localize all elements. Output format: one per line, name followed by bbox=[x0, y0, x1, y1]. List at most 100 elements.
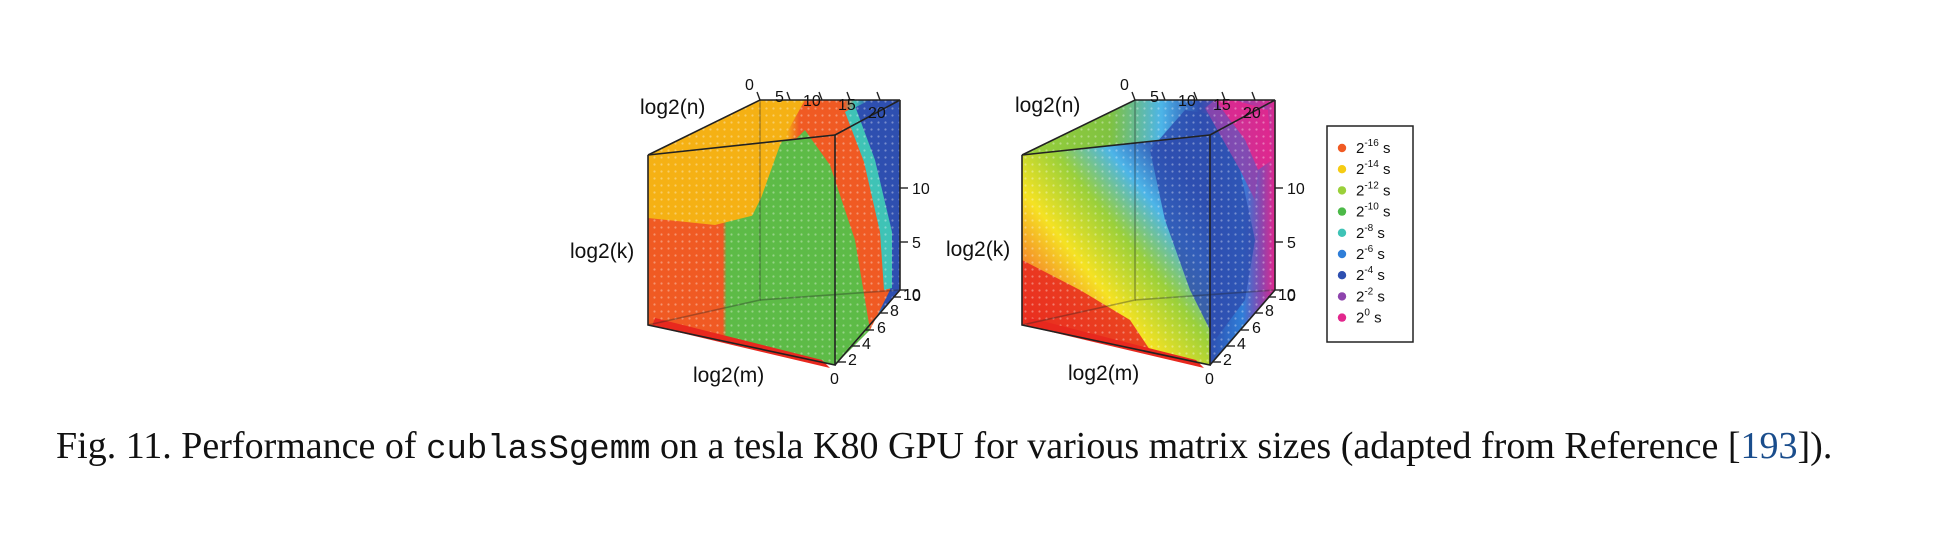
right-m-tick: 2 bbox=[1223, 352, 1232, 369]
right-m-ticks: 10 8 6 4 2 0 bbox=[1205, 287, 1296, 388]
right-cube-panel: log2(n) log2(k) log2(m) 0 5 10 15 20 10 … bbox=[946, 77, 1305, 388]
legend-unit: s bbox=[1379, 182, 1391, 199]
left-n-axis-label: log2(n) bbox=[640, 96, 705, 119]
legend-unit: s bbox=[1373, 288, 1385, 305]
left-m-ticks: 10 8 6 4 2 0 bbox=[830, 287, 921, 388]
legend-unit: s bbox=[1379, 161, 1391, 178]
legend-exponent: -4 bbox=[1364, 265, 1373, 276]
left-cube-base-strip bbox=[652, 318, 830, 368]
legend-exponent: -2 bbox=[1364, 286, 1373, 297]
left-m-axis-label-text: log2(m) bbox=[693, 364, 764, 387]
legend-exponent: -8 bbox=[1364, 223, 1373, 234]
legend-exponent: -12 bbox=[1364, 180, 1379, 191]
legend-label: 2-10 s bbox=[1356, 202, 1390, 221]
left-n-ticks: 0 5 10 15 20 bbox=[745, 77, 886, 122]
left-m-tick: 0 bbox=[830, 371, 839, 388]
legend-label: 2-14 s bbox=[1356, 159, 1390, 178]
right-k-tick: 10 bbox=[1287, 181, 1305, 198]
left-cube-wireframe bbox=[647, 99, 901, 366]
legend-label: 20 s bbox=[1356, 308, 1382, 327]
right-m-tick: 0 bbox=[1205, 371, 1214, 388]
legend-exponent: 0 bbox=[1364, 308, 1370, 319]
legend-unit: s bbox=[1373, 225, 1385, 242]
left-k-axis-label: log2(k) bbox=[570, 240, 634, 263]
left-n-tick: 0 bbox=[745, 77, 754, 94]
legend-base: 2 bbox=[1356, 204, 1364, 221]
left-m-axis-label: log2(m) bbox=[693, 364, 764, 387]
left-n-tick: 5 bbox=[775, 89, 784, 106]
right-n-tick: 20 bbox=[1243, 105, 1261, 122]
left-k-tick: 10 bbox=[912, 181, 930, 198]
legend-base: 2 bbox=[1356, 310, 1364, 327]
right-n-tick: 0 bbox=[1120, 77, 1129, 94]
right-m-tick: 4 bbox=[1237, 336, 1246, 353]
legend-base: 2 bbox=[1356, 246, 1364, 263]
caption-text-end: ]). bbox=[1797, 425, 1833, 467]
legend-marker bbox=[1337, 249, 1347, 259]
legend-unit: s bbox=[1379, 140, 1391, 157]
right-cube-wireframe bbox=[1021, 99, 1276, 366]
right-m-axis-label-text: log2(m) bbox=[1068, 362, 1139, 385]
left-m-tick: 4 bbox=[862, 336, 871, 353]
legend-label: 2-12 s bbox=[1356, 180, 1390, 199]
legend-label: 2-6 s bbox=[1356, 244, 1385, 263]
legend-unit: s bbox=[1373, 246, 1385, 263]
caption-code: cublasSgemm bbox=[426, 431, 651, 469]
legend-exponent: -6 bbox=[1364, 244, 1373, 255]
right-n-tick: 10 bbox=[1178, 93, 1196, 110]
legend-base: 2 bbox=[1356, 182, 1364, 199]
legend-base: 2 bbox=[1356, 267, 1364, 284]
left-cube-panel: log2(n) log2(k) log2(m) 0 5 10 15 20 10 … bbox=[570, 77, 930, 388]
legend-label: 2-8 s bbox=[1356, 223, 1385, 242]
legend-label: 2-16 s bbox=[1356, 138, 1390, 157]
legend-unit: s bbox=[1373, 267, 1385, 284]
legend: 2-16 s2-14 s2-12 s2-10 s2-8 s2-6 s2-4 s2… bbox=[1326, 125, 1414, 343]
legend-unit: s bbox=[1379, 204, 1391, 221]
legend-base: 2 bbox=[1356, 225, 1364, 242]
right-n-axis-label: log2(n) bbox=[1015, 94, 1080, 117]
left-cube-tick-marks bbox=[756, 91, 908, 363]
legend-items: 2-16 s2-14 s2-12 s2-10 s2-8 s2-6 s2-4 s2… bbox=[1337, 138, 1390, 327]
figure-graphic: log2(n) log2(k) log2(m) 0 5 10 15 20 10 … bbox=[570, 77, 1414, 388]
legend-exponent: -14 bbox=[1364, 159, 1379, 170]
legend-marker bbox=[1337, 186, 1347, 195]
legend-base: 2 bbox=[1356, 288, 1364, 305]
right-k-tick: 0 bbox=[1287, 288, 1296, 305]
right-m-tick: 6 bbox=[1252, 320, 1261, 337]
legend-label: 2-4 s bbox=[1356, 265, 1385, 284]
legend-marker bbox=[1337, 313, 1347, 322]
right-m-tick: 8 bbox=[1265, 303, 1274, 320]
right-k-ticks: 10 5 0 bbox=[1287, 181, 1305, 305]
left-k-ticks: 10 5 0 bbox=[912, 181, 930, 305]
right-m-axis-label: log2(m) bbox=[1068, 362, 1139, 385]
left-n-tick: 20 bbox=[868, 105, 886, 122]
caption-citation-link[interactable]: 193 bbox=[1740, 425, 1798, 467]
legend-unit: s bbox=[1370, 310, 1382, 327]
left-n-tick: 10 bbox=[803, 93, 821, 110]
right-n-ticks: 0 5 10 15 20 bbox=[1120, 77, 1261, 122]
legend-base: 2 bbox=[1356, 161, 1364, 178]
right-k-tick: 5 bbox=[1287, 235, 1296, 252]
left-m-tick: 2 bbox=[848, 352, 857, 369]
left-m-tick: 10 bbox=[903, 287, 921, 304]
legend-marker bbox=[1337, 207, 1347, 216]
right-cube-base-strip bbox=[1026, 318, 1204, 368]
legend-marker bbox=[1337, 143, 1347, 153]
caption-text-before: Performance of bbox=[181, 425, 417, 467]
legend-marker bbox=[1337, 228, 1347, 237]
left-n-axis-label-text: log2(n) bbox=[640, 96, 705, 119]
left-k-tick: 5 bbox=[912, 235, 921, 252]
left-n-tick: 15 bbox=[838, 97, 856, 114]
caption-label: Fig. 11. bbox=[56, 425, 172, 467]
right-n-tick: 15 bbox=[1213, 97, 1231, 114]
legend-base: 2 bbox=[1356, 140, 1364, 157]
caption-text-after: on a tesla K80 GPU for various matrix si… bbox=[660, 425, 1741, 467]
legend-marker bbox=[1337, 271, 1347, 280]
legend-label: 2-2 s bbox=[1356, 286, 1385, 305]
left-m-tick: 8 bbox=[890, 303, 899, 320]
right-n-axis-label-text: log2(n) bbox=[1015, 94, 1080, 117]
left-k-axis-label-text: log2(k) bbox=[570, 240, 634, 263]
figure-caption: Fig. 11. Performance of cublasSgemm on a… bbox=[56, 420, 1916, 476]
right-k-axis-label-text: log2(k) bbox=[946, 238, 1010, 261]
right-cube-tick-marks bbox=[1131, 91, 1283, 363]
